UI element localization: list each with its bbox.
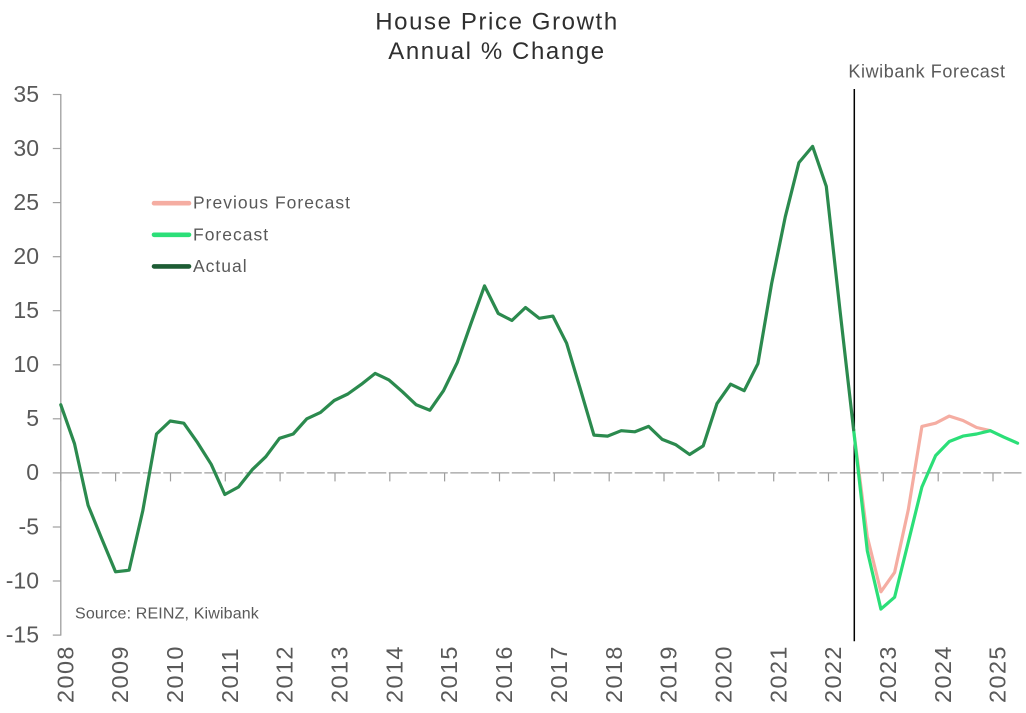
- svg-text:2009: 2009: [107, 645, 133, 703]
- svg-text:Kiwibank Forecast: Kiwibank Forecast: [848, 62, 1005, 82]
- svg-text:2018: 2018: [601, 645, 627, 703]
- svg-text:2016: 2016: [491, 645, 517, 703]
- svg-text:Actual: Actual: [193, 256, 248, 276]
- svg-text:2012: 2012: [272, 645, 298, 703]
- svg-text:0: 0: [26, 459, 39, 485]
- svg-text:5: 5: [26, 405, 39, 431]
- svg-text:2015: 2015: [436, 645, 462, 703]
- svg-text:30: 30: [13, 135, 39, 161]
- svg-text:-15: -15: [6, 621, 39, 647]
- svg-text:20: 20: [13, 243, 39, 269]
- svg-text:-5: -5: [19, 513, 39, 539]
- svg-text:15: 15: [13, 297, 39, 323]
- svg-text:2022: 2022: [820, 645, 846, 703]
- svg-text:Annual % Change: Annual % Change: [388, 38, 605, 65]
- svg-text:Forecast: Forecast: [193, 224, 269, 244]
- svg-text:2010: 2010: [162, 645, 188, 703]
- svg-text:2019: 2019: [656, 645, 682, 703]
- svg-text:2024: 2024: [930, 645, 956, 703]
- svg-text:35: 35: [13, 81, 39, 107]
- svg-text:25: 25: [13, 189, 39, 215]
- svg-text:2008: 2008: [52, 645, 78, 703]
- svg-text:Source: REINZ, Kiwibank: Source: REINZ, Kiwibank: [75, 606, 260, 623]
- svg-text:2023: 2023: [875, 645, 901, 703]
- svg-text:10: 10: [13, 351, 39, 377]
- svg-text:2017: 2017: [546, 645, 572, 703]
- svg-text:Previous Forecast: Previous Forecast: [193, 193, 351, 213]
- svg-text:2011: 2011: [217, 647, 243, 703]
- svg-text:2021: 2021: [765, 645, 791, 703]
- svg-text:2020: 2020: [710, 645, 736, 703]
- svg-text:2013: 2013: [327, 645, 353, 703]
- svg-text:-10: -10: [6, 567, 39, 593]
- svg-text:House Price Growth: House Price Growth: [375, 9, 619, 36]
- svg-text:2025: 2025: [985, 645, 1011, 703]
- svg-text:2014: 2014: [381, 645, 407, 703]
